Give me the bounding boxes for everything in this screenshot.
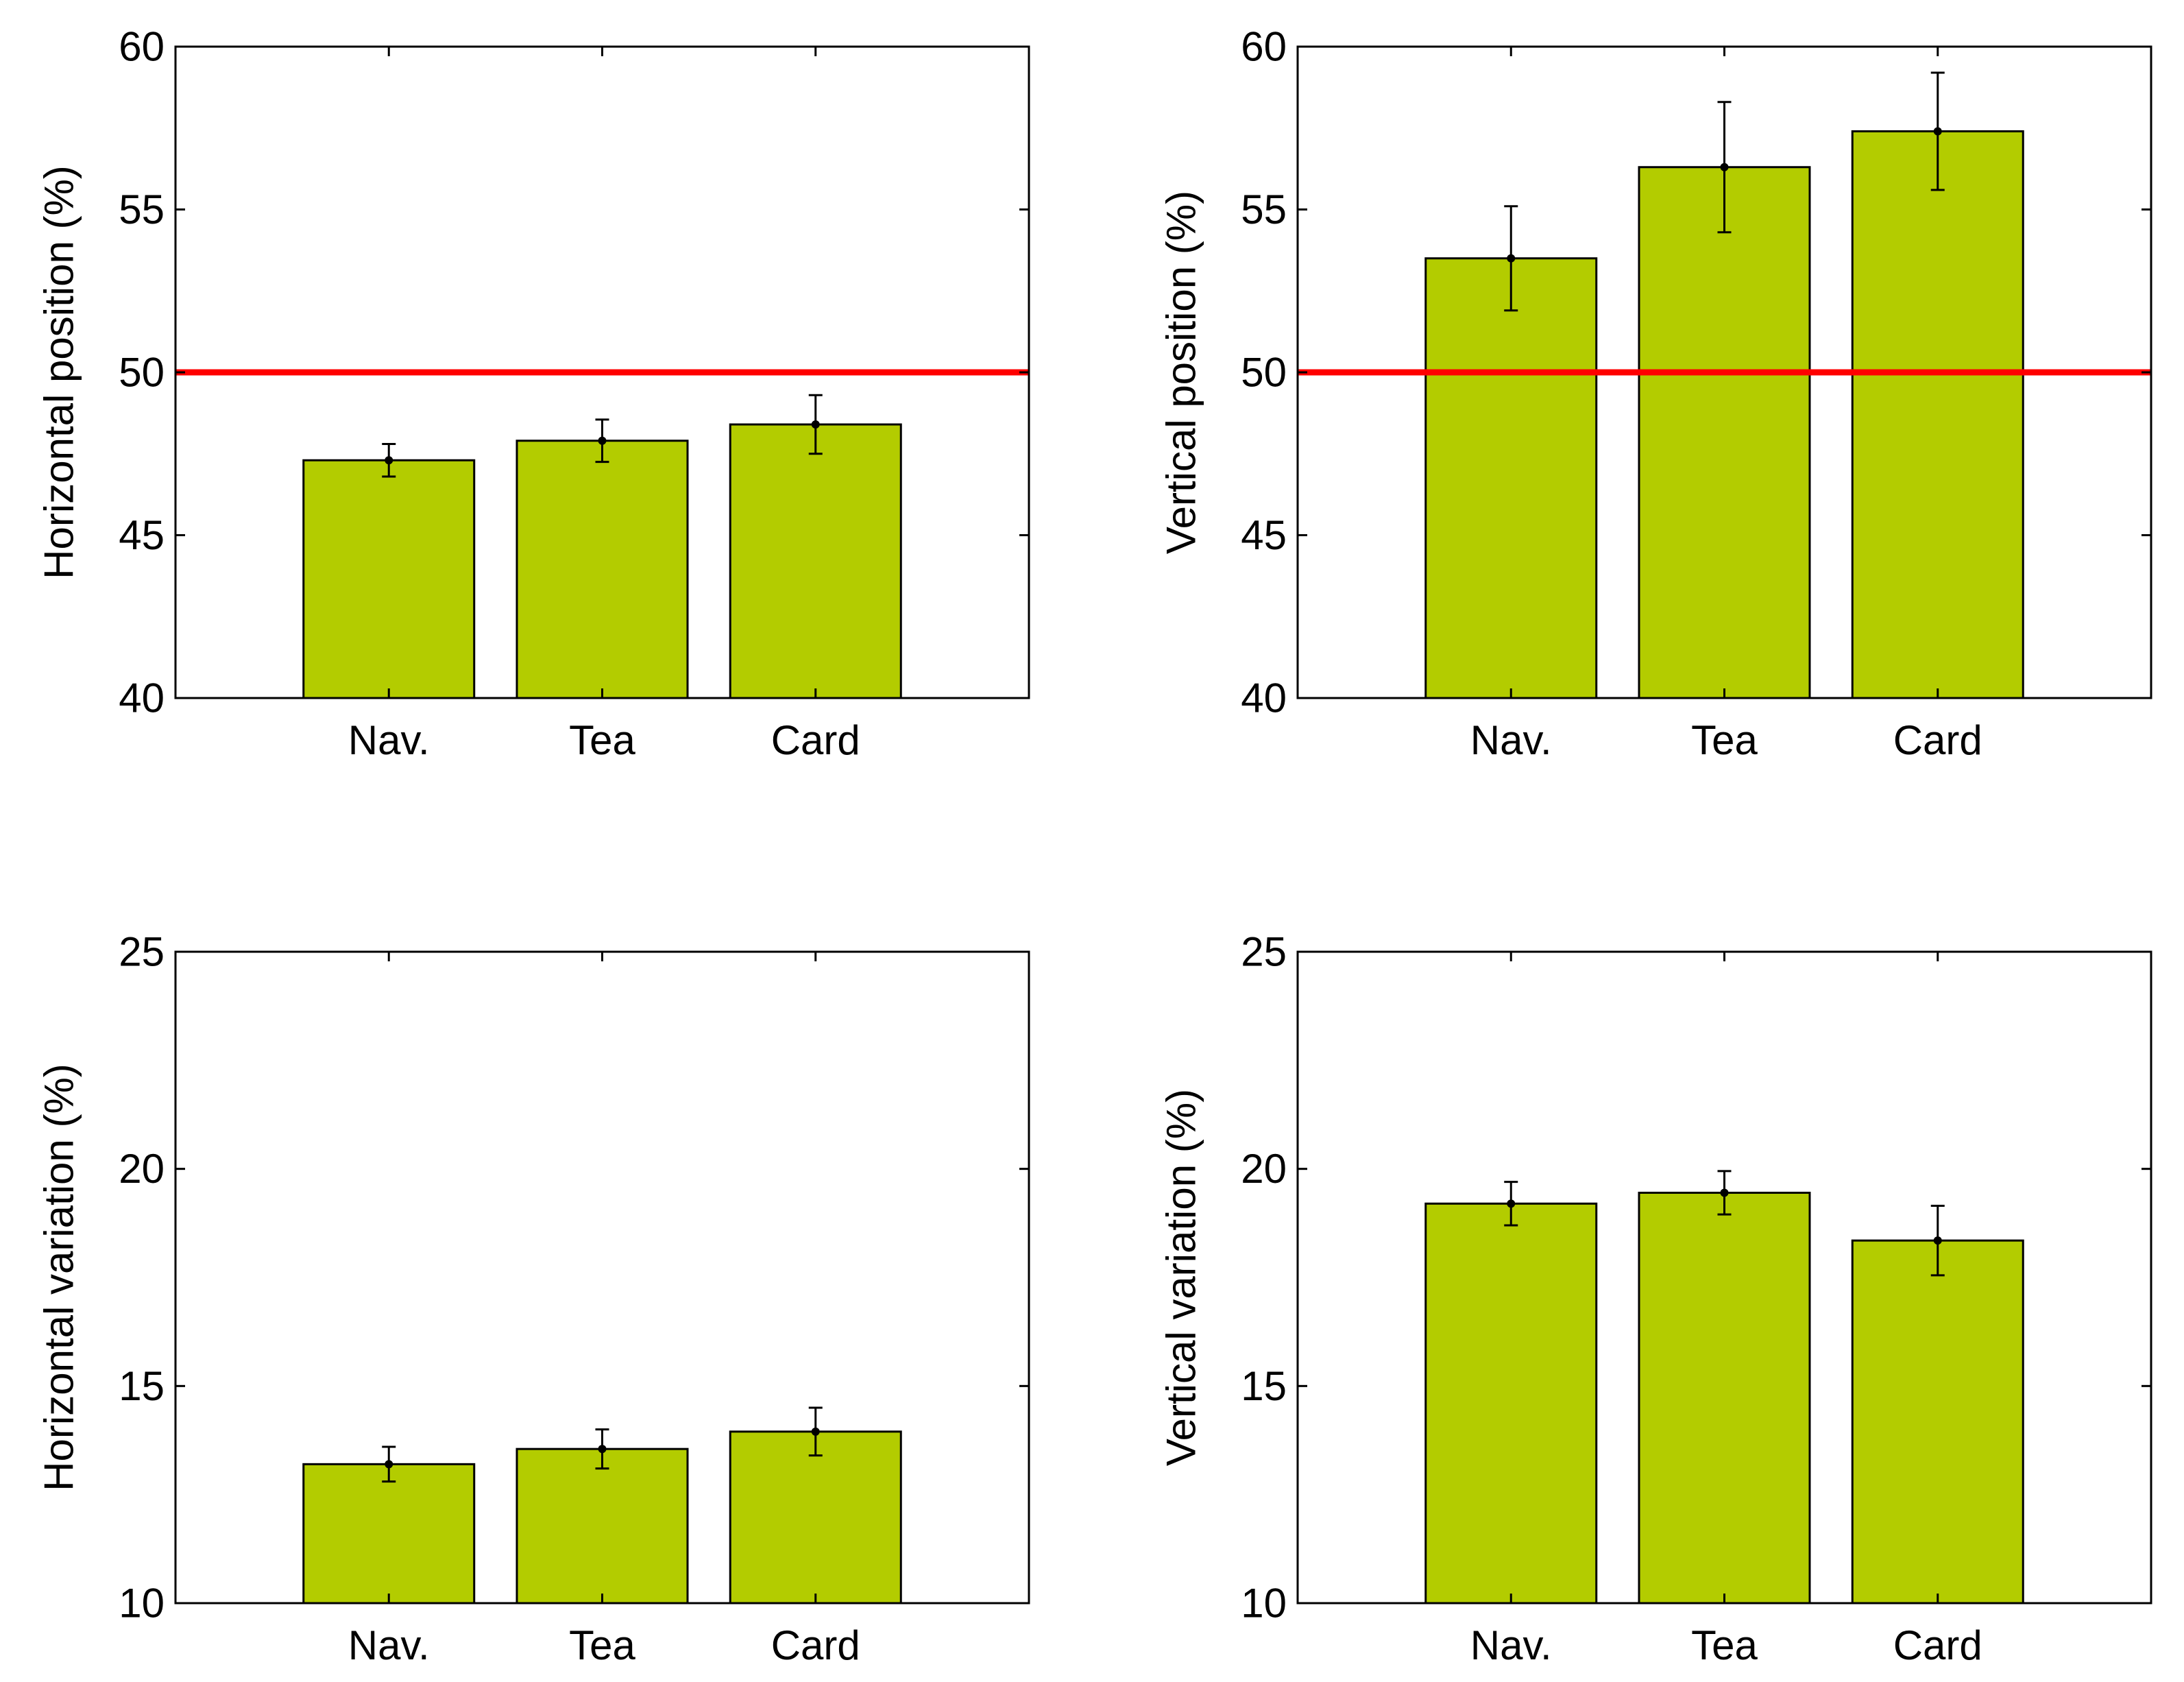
bar-2 [1638,166,1811,699]
mean-marker [1933,127,1942,136]
x-tick-label: Tea [569,1622,635,1668]
mean-marker [598,1445,607,1454]
y-tick-label: 15 [1241,1363,1287,1409]
y-tick-label: 45 [1241,512,1287,558]
y-tick-label: 10 [119,1581,165,1626]
bar-1 [302,459,476,699]
error-bar-1 [1504,1181,1518,1227]
y-tick-label: 60 [119,24,165,70]
error-bar-1 [382,443,396,478]
error-bar-2 [595,418,609,464]
mean-marker [1720,163,1729,171]
mean-marker [385,1460,393,1469]
x-tick-label: Tea [1691,717,1758,763]
x-tick-label: Tea [569,717,635,763]
x-tick-label: Card [1893,1622,1982,1668]
y-tick-label: 45 [119,512,165,558]
error-bar-3 [1930,71,1945,191]
mean-marker [1933,1236,1942,1245]
x-tick-label: Card [771,717,860,763]
x-tick-label: Tea [1691,1622,1758,1668]
chart-vertical-position: 40 45 50 55 60 Nav. Tea Card Vertical position (… [1158,24,2152,763]
mean-marker [1507,254,1516,263]
mean-marker [598,436,607,445]
y-tick-label: 25 [1241,929,1287,975]
bar-3 [1851,1239,2024,1605]
error-bar-3 [1930,1205,1945,1277]
bar-3 [729,423,902,699]
y-axis-label: Vertical variation (%) [1158,1089,1204,1466]
y-tick-label: 40 [1241,675,1287,721]
x-tick-label: Nav. [1470,717,1552,763]
chart-vertical-variation: 10 15 20 25 Nav. Tea Card Vertical variation (%… [1158,929,2152,1668]
y-tick-label: 40 [119,675,165,721]
error-bar-3 [808,1406,823,1457]
y-tick-label: 20 [119,1146,165,1192]
y-tick-label: 10 [1241,1581,1287,1626]
y-axis-label: Vertical position (%) [1158,191,1204,554]
x-tick-label: Nav. [1470,1622,1552,1668]
bar-1 [1424,257,1598,699]
y-axis-label: Horizontal variation (%) [36,1064,82,1491]
x-tick-label: Card [1893,717,1982,763]
bar-1 [1424,1202,1598,1605]
error-bar-2 [595,1428,609,1470]
y-tick-label: 15 [119,1363,165,1409]
error-bar-1 [1504,205,1518,312]
x-tick-label: Nav. [348,717,430,763]
bar-2 [515,1447,689,1605]
mean-marker [811,1427,820,1436]
y-axis-label: Horizontal position (%) [36,165,82,579]
y-tick-label: 55 [1241,187,1287,232]
y-tick-label: 20 [1241,1146,1287,1192]
error-bar-2 [1717,1170,1732,1216]
y-tick-label: 55 [119,187,165,232]
chart-horizontal-position: 40 45 50 55 60 Nav. Tea Card Horizontal position… [36,24,1030,763]
y-tick-label: 25 [119,929,165,975]
bar-2 [1638,1192,1811,1605]
error-bar-2 [1717,101,1732,234]
x-tick-label: Nav. [348,1622,430,1668]
mean-marker [385,456,393,465]
bar-1 [302,1463,476,1605]
error-bar-3 [808,394,823,455]
mean-marker [1720,1188,1729,1197]
bar-2 [515,440,689,699]
bar-3 [1851,130,2024,699]
chart-horizontal-variation: 10 15 20 25 Nav. Tea Card Horizontal variation … [36,929,1030,1668]
error-bar-1 [382,1445,396,1483]
y-tick-label: 50 [1241,350,1287,396]
mean-marker [811,420,820,429]
mean-marker [1507,1199,1516,1208]
bar-3 [729,1430,902,1605]
y-tick-label: 60 [1241,24,1287,70]
y-tick-label: 50 [119,350,165,396]
x-tick-label: Card [771,1622,860,1668]
